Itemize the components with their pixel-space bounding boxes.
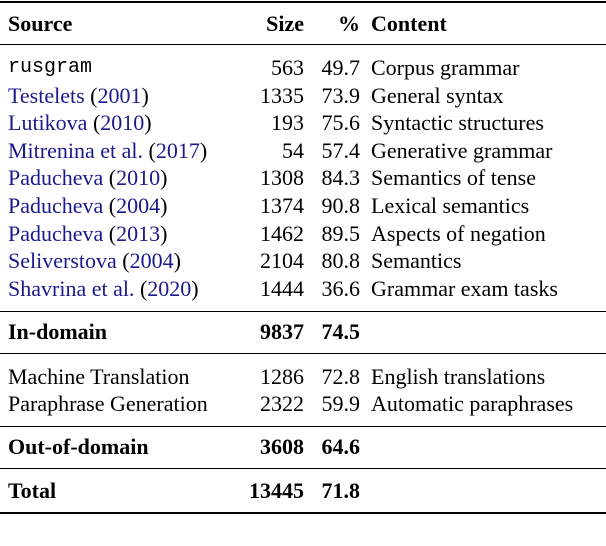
row-content: Generative grammar (371, 137, 553, 163)
header-row: Source Size % Content (0, 10, 606, 37)
table-row: Machine Translation 1286 72.8 English tr… (0, 363, 606, 390)
row-size: 1308 (260, 165, 304, 191)
row-size: 9837 (260, 319, 304, 344)
table-row: Seliverstova (2004) 2104 80.8 Semantics (0, 247, 606, 274)
header-pct: % (338, 11, 360, 36)
row-size: 1335 (260, 82, 304, 108)
row-pct: 75.6 (321, 110, 361, 136)
row-pct: 73.9 (321, 82, 361, 108)
row-source: rusgram (8, 56, 93, 79)
citation-year-link[interactable]: 2020 (147, 275, 192, 301)
table-row: rusgram 563 49.7 Corpus grammar (0, 54, 606, 81)
header-rule (0, 44, 606, 45)
row-content: Automatic paraphrases (371, 391, 574, 416)
row-size: 563 (271, 55, 304, 80)
row-source: Mitrenina et al. (2017) (8, 137, 208, 163)
table-row: Lutikova (2010) 193 75.6 Syntactic structur… (0, 109, 606, 136)
row-content: Syntactic structures (371, 110, 544, 136)
row-source: Shavrina et al. (2020) (8, 275, 199, 301)
header-source: Source (8, 11, 73, 36)
citation-year-link[interactable]: 2017 (155, 137, 200, 163)
citation-year-link[interactable]: 2013 (116, 220, 161, 246)
row-pct: 72.8 (321, 364, 361, 389)
row-pct: 80.8 (321, 248, 361, 274)
row-content: General syntax (371, 82, 504, 108)
citation-author-link[interactable]: Paducheva (8, 220, 104, 246)
citation-year-link[interactable]: 2001 (97, 82, 142, 108)
out-domain-total-row: Out-of-domain 3608 64.6 (0, 433, 606, 460)
row-content: Semantics of tense (371, 165, 536, 191)
row-size: 3608 (260, 434, 304, 459)
row-content: Lexical semantics (371, 193, 530, 218)
top-rule (0, 1, 606, 3)
row-pct: 71.8 (321, 478, 361, 503)
row-size: 193 (271, 110, 304, 136)
in-domain-total-row: In-domain 9837 74.5 (0, 318, 606, 345)
citation-year-link[interactable]: 2010 (100, 110, 145, 136)
row-content: Corpus grammar (371, 55, 520, 80)
citation-author-link[interactable]: Paducheva (8, 165, 104, 191)
row-size: 1462 (260, 220, 304, 246)
citation-author-link[interactable]: Lutikova (8, 110, 88, 136)
row-pct: 36.6 (321, 275, 361, 301)
row-source: Paducheva (2004) (8, 193, 168, 218)
rule (0, 311, 606, 312)
row-pct: 59.9 (321, 391, 361, 416)
table-row: Paducheva (2013) 1462 89.5 Aspects of negat… (0, 220, 606, 247)
header-content: Content (371, 11, 447, 36)
row-source: Machine Translation (8, 364, 190, 389)
row-source: Paraphrase Generation (8, 391, 208, 416)
row-size: 2322 (260, 391, 304, 416)
row-pct: 89.5 (321, 220, 361, 246)
rule (0, 426, 606, 427)
table-row: Mitrenina et al. (2017) 54 57.4 Generative … (0, 137, 606, 164)
row-content: Semantics (371, 248, 462, 274)
header-size: Size (266, 11, 304, 36)
row-source: Testelets (2001) (8, 82, 149, 108)
row-content: English translations (371, 364, 546, 389)
row-size: 1374 (260, 193, 304, 218)
row-label: Total (8, 478, 57, 503)
row-source: Paducheva (2010) (8, 165, 168, 191)
citation-year-link[interactable]: 2004 (116, 193, 161, 218)
total-row: Total 13445 71.8 (0, 477, 606, 504)
row-size: 1286 (260, 364, 304, 389)
row-source: Paducheva (2013) (8, 220, 168, 246)
rule (0, 353, 606, 354)
bottom-rule (0, 512, 606, 514)
row-size: 13445 (249, 478, 304, 503)
table-row: Paducheva (2010) 1308 84.3 Semantics of ten… (0, 164, 606, 191)
row-label: Out-of-domain (8, 434, 149, 459)
row-pct: 57.4 (321, 137, 361, 163)
row-size: 2104 (260, 248, 304, 274)
row-pct: 84.3 (321, 165, 361, 191)
row-pct: 74.5 (321, 319, 361, 344)
citation-author-link[interactable]: Mitrenina et al. (8, 137, 144, 163)
row-source: Lutikova (2010) (8, 110, 152, 136)
table-row: Paraphrase Generation 2322 59.9 Automati… (0, 390, 606, 417)
row-pct: 64.6 (321, 434, 361, 459)
row-content: Aspects of negation (371, 220, 546, 246)
row-content: Grammar exam tasks (371, 275, 558, 301)
row-pct: 49.7 (321, 55, 361, 80)
citation-author-link[interactable]: Testelets (8, 82, 85, 108)
table-row: Paducheva (2004) 1374 90.8 Lexical semantic… (0, 192, 606, 219)
citation-author-link[interactable]: Seliverstova (8, 248, 117, 274)
table-row: Testelets (2001) 1335 73.9 General syntax (0, 82, 606, 109)
row-size: 1444 (260, 275, 304, 301)
rule (0, 468, 606, 469)
row-label: In-domain (8, 319, 108, 344)
citation-year-link[interactable]: 2004 (129, 248, 174, 274)
row-size: 54 (282, 137, 304, 163)
citation-author-link[interactable]: Paducheva (8, 193, 104, 218)
citation-author-link[interactable]: Shavrina et al. (8, 275, 135, 301)
row-source: Seliverstova (2004) (8, 248, 181, 274)
citation-year-link[interactable]: 2010 (116, 165, 161, 191)
table-row: Shavrina et al. (2020) 1444 36.6 Grammar ex… (0, 275, 606, 302)
row-pct: 90.8 (321, 193, 361, 218)
